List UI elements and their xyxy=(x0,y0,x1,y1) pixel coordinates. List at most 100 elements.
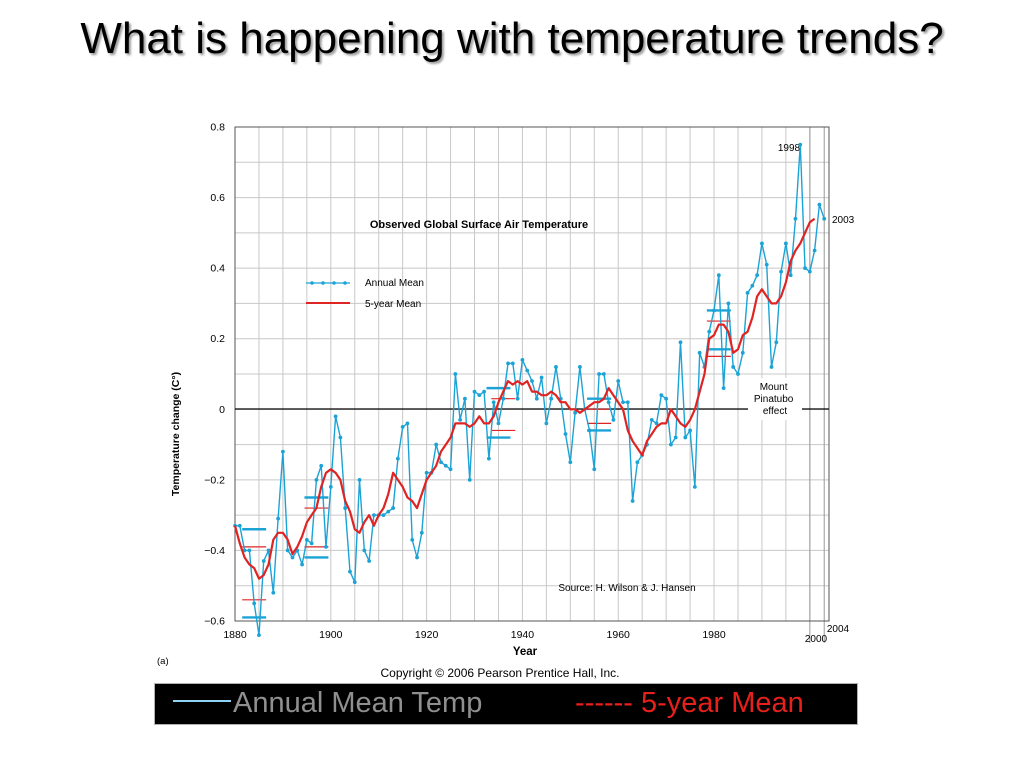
tick-labels: 1880 1900 1920 1940 1960 1980 −0.6 −0.4 −0.2 0 0.2… xyxy=(204,122,726,642)
x-tick-label: 1880 xyxy=(223,629,247,641)
annual-mean-point xyxy=(793,216,798,221)
annual-mean-point xyxy=(803,266,807,271)
plot-frame xyxy=(234,126,830,622)
legend-annual-dot xyxy=(343,281,347,285)
annual-mean-point xyxy=(372,513,376,518)
annual-mean-point xyxy=(697,350,702,355)
legend-annual-dot xyxy=(332,281,336,285)
annual-mean-point xyxy=(822,216,827,221)
annual-mean-point xyxy=(405,421,410,426)
chart-axes xyxy=(234,126,830,622)
y-tick-label: −0.2 xyxy=(204,474,225,486)
annual-mean-point xyxy=(745,290,750,295)
annual-mean-point xyxy=(616,379,621,383)
annual-mean-point xyxy=(319,463,324,468)
annual-mean-point xyxy=(774,340,779,345)
x-tick-label: 1920 xyxy=(415,629,439,641)
annual-mean-point xyxy=(261,559,266,563)
annual-mean-point xyxy=(419,530,424,535)
annual-mean-point xyxy=(664,396,669,401)
annual-mean-point xyxy=(563,432,568,436)
annotation-pinatubo: Mount Pinatubo effect xyxy=(754,382,796,417)
annual-mean-point xyxy=(783,241,788,246)
y-tick-label: −0.4 xyxy=(204,545,225,557)
x-tick-label: 1900 xyxy=(319,629,343,641)
annual-mean-point xyxy=(333,414,338,419)
annual-mean-point xyxy=(477,393,482,398)
annual-mean-point xyxy=(386,509,391,514)
annual-mean-point xyxy=(252,601,257,606)
chart-grid xyxy=(235,126,829,643)
source-note: Source: H. Wilson & J. Hansen xyxy=(558,583,695,594)
pinatubo-label-bg xyxy=(748,378,802,420)
x-axis-label: Year xyxy=(513,646,538,658)
annual-mean-point xyxy=(314,477,319,482)
annual-mean-point xyxy=(669,442,673,447)
annual-mean-point xyxy=(400,425,405,429)
annual-mean-point xyxy=(578,365,582,369)
annual-mean-point xyxy=(568,460,573,465)
chart-legend: Annual Mean 5-year Mean xyxy=(306,278,424,310)
legend-annual-dot xyxy=(321,281,325,285)
annual-mean-point xyxy=(712,308,716,313)
annual-mean-point xyxy=(736,372,740,376)
chart-series xyxy=(233,142,827,638)
annual-mean-point xyxy=(659,393,664,398)
annual-mean-point xyxy=(760,241,764,246)
annual-mean-point xyxy=(597,372,601,376)
x-tick-label: 1940 xyxy=(511,629,535,641)
annual-mean-point xyxy=(309,541,314,546)
annual-mean-point xyxy=(506,361,510,366)
uncertainty-bars xyxy=(242,309,731,619)
annual-mean-point xyxy=(439,460,443,465)
x-tick-label: 1960 xyxy=(607,629,631,641)
annual-mean-point xyxy=(549,396,554,401)
annual-mean-point xyxy=(740,350,745,355)
annual-mean-point xyxy=(678,340,683,345)
annual-mean-point xyxy=(410,537,415,542)
annual-mean-point xyxy=(395,456,400,461)
annual-mean-point xyxy=(769,365,774,369)
annual-mean-point xyxy=(817,202,822,207)
annual-mean-point xyxy=(755,273,760,278)
five-year-mean-line xyxy=(233,217,816,580)
annotation-2004: 2004 xyxy=(827,624,850,635)
y-tick-label: 0.2 xyxy=(210,333,225,345)
annual-mean-line xyxy=(235,143,825,636)
annual-mean-point xyxy=(266,548,271,553)
annual-mean-point xyxy=(391,506,395,510)
annual-mean-point xyxy=(247,548,252,553)
annual-mean-point xyxy=(520,357,525,362)
annual-mean-point xyxy=(573,410,578,415)
annual-mean-point xyxy=(630,499,635,503)
annual-mean-point xyxy=(688,428,692,433)
annual-mean-point xyxy=(788,273,793,278)
annual-mean-point xyxy=(587,428,592,433)
annual-mean-point xyxy=(530,379,534,383)
annual-mean-point xyxy=(635,460,640,465)
y-axis-label: Temperature change (C°) xyxy=(170,372,182,496)
annual-mean-point xyxy=(367,559,372,563)
annual-mean-point xyxy=(750,283,755,288)
annual-mean-point xyxy=(491,400,496,405)
annual-mean-point xyxy=(463,396,467,401)
annual-mean-point xyxy=(338,435,343,440)
x-tick-label: 1980 xyxy=(702,629,726,641)
annual-mean-point xyxy=(731,365,736,369)
legend-annual-dot xyxy=(310,281,314,285)
annual-mean-point xyxy=(673,435,678,440)
annotation-1998: 1998 xyxy=(778,143,801,154)
annotation-2003: 2003 xyxy=(832,215,855,226)
annual-mean-point xyxy=(290,555,295,560)
annual-mean-point xyxy=(812,248,817,253)
legend-five-label: 5-year Mean xyxy=(365,299,421,310)
annual-mean-point xyxy=(257,633,261,638)
annual-mean-point xyxy=(482,389,486,394)
annual-mean-point xyxy=(544,421,549,426)
annual-mean-point xyxy=(453,372,458,376)
annual-mean-point xyxy=(721,386,726,391)
annual-mean-point xyxy=(300,562,304,567)
annual-mean-point xyxy=(601,372,606,376)
annual-mean-point xyxy=(683,435,688,440)
